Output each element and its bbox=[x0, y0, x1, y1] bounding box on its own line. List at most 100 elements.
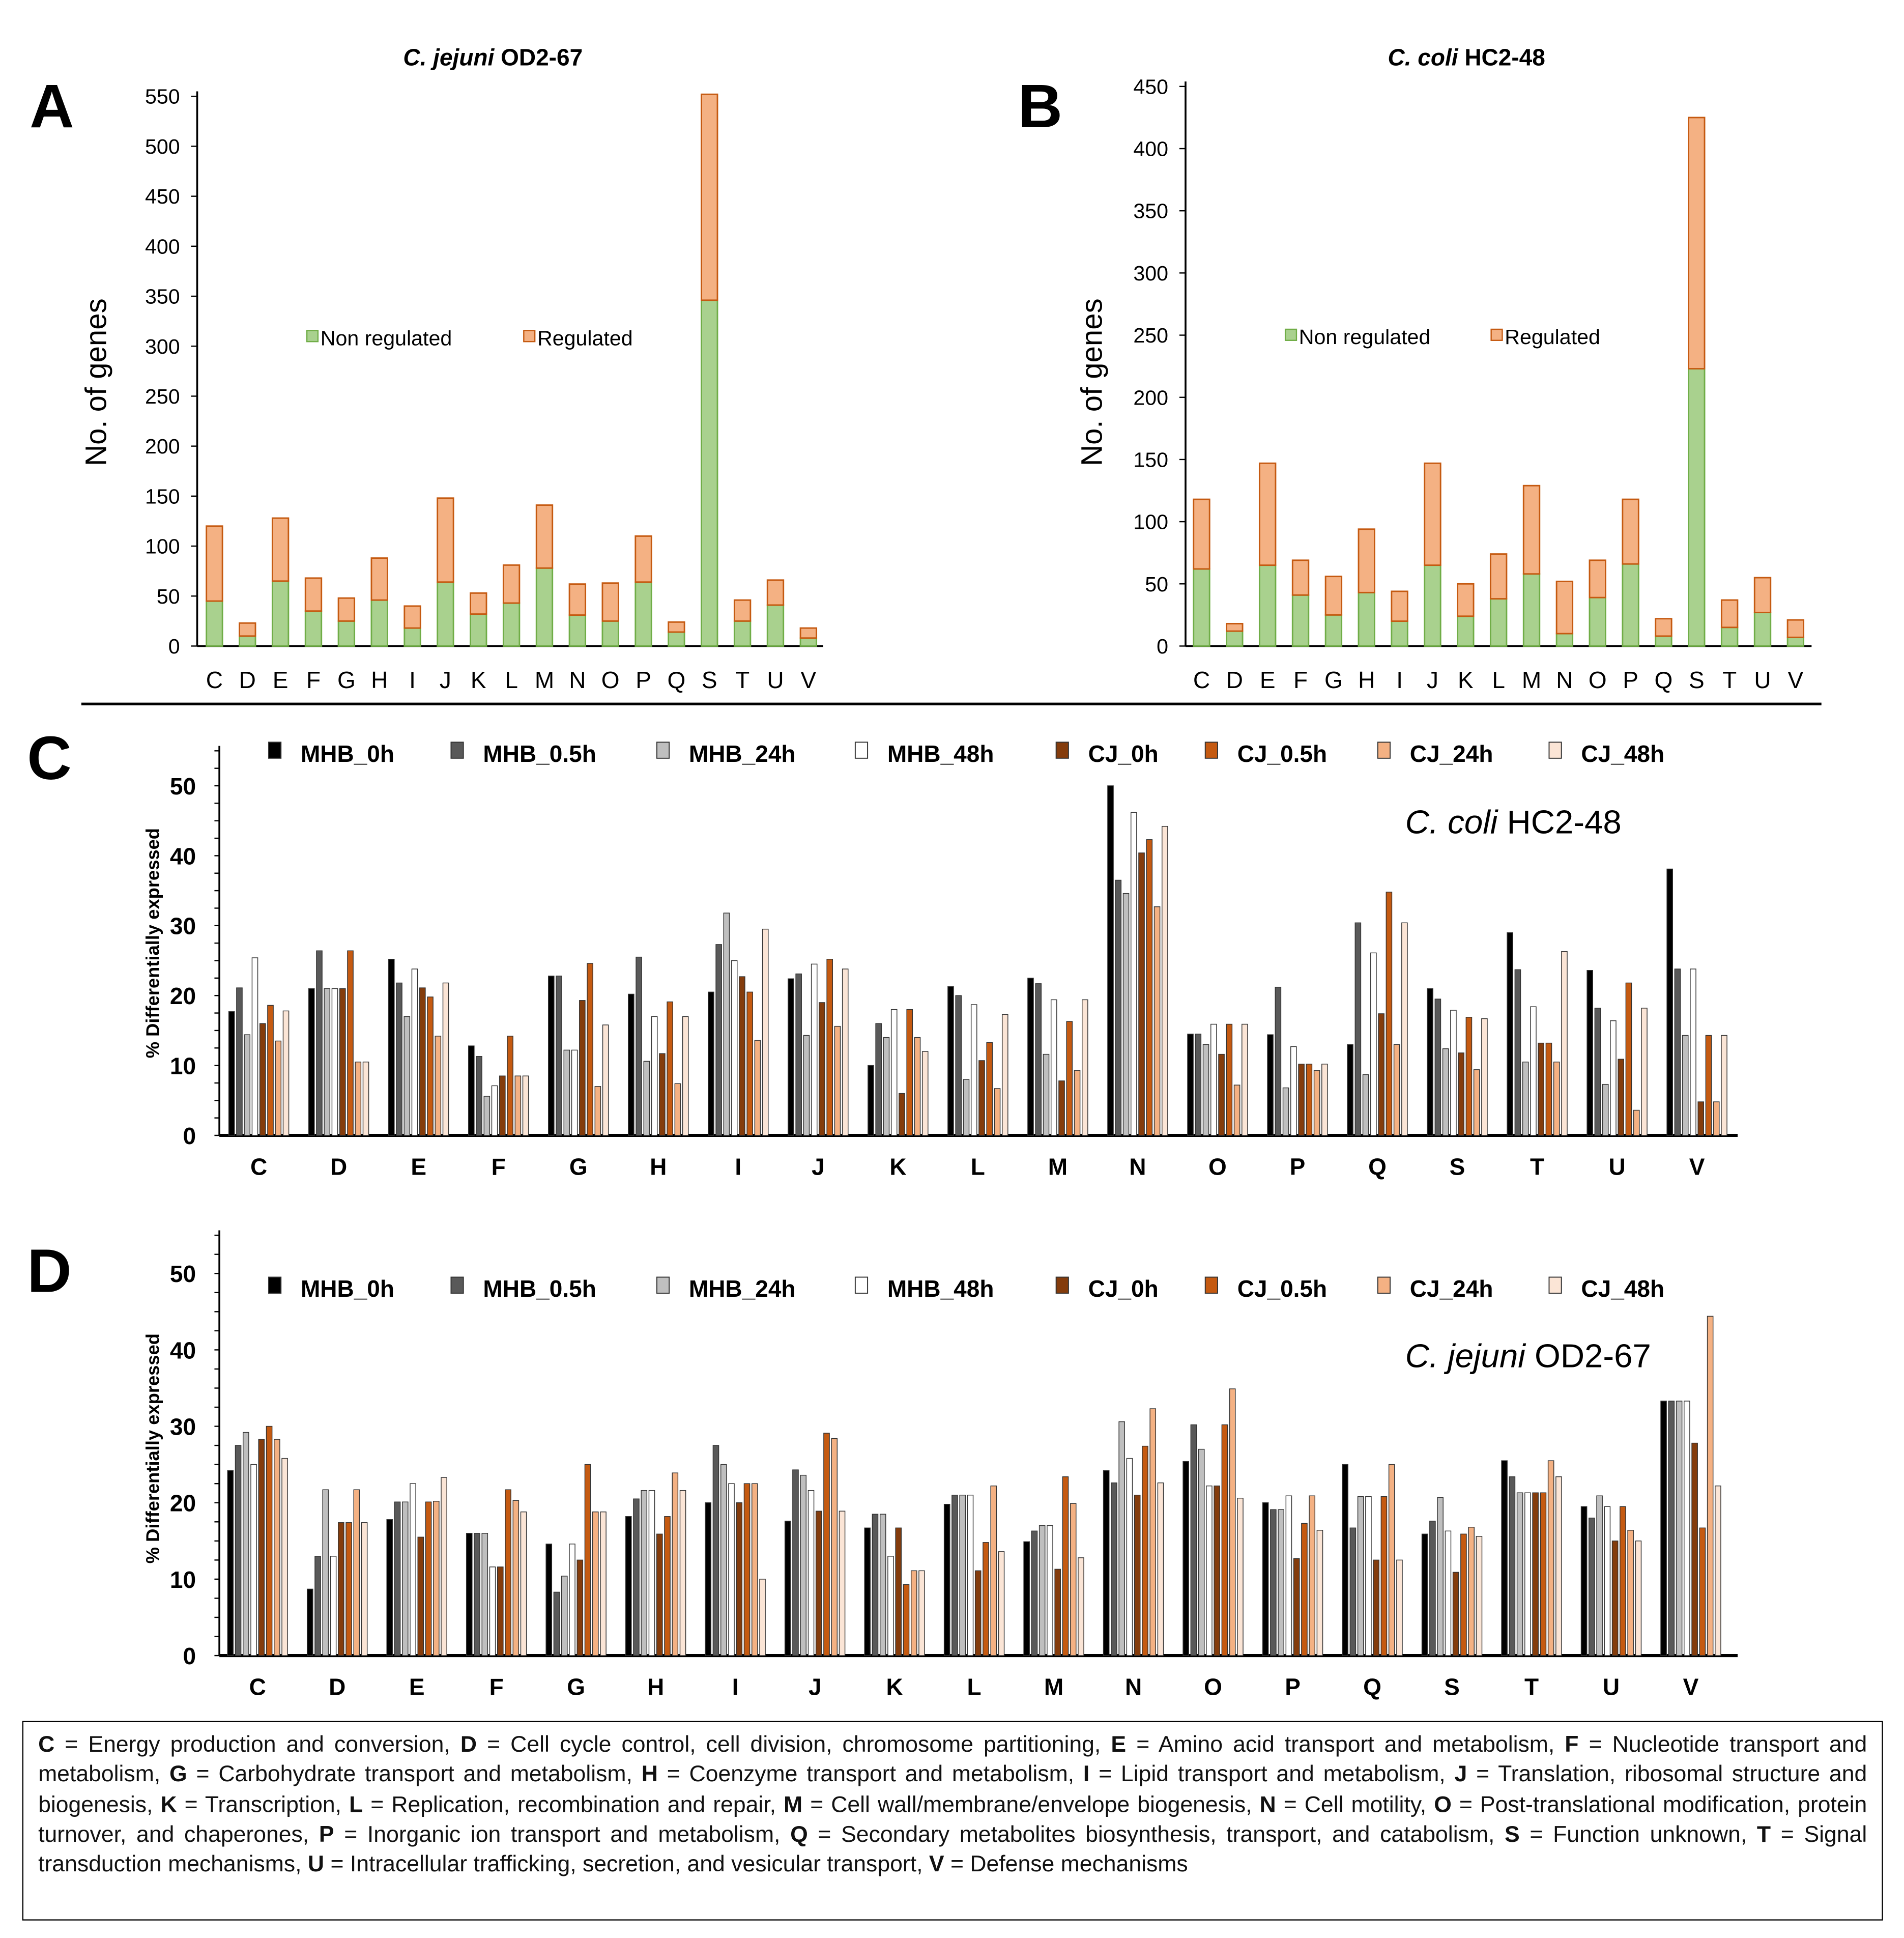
strain-species: C. coli bbox=[1405, 804, 1498, 841]
bar-mhb-0-5h-U bbox=[1594, 1008, 1601, 1136]
chart-panel-a: 0 50 100 150 200 250 300 350 400 450 500 550 C. jeju… bbox=[79, 44, 823, 693]
legend-swatch bbox=[1204, 742, 1218, 759]
bar-cj-0-5h-S bbox=[1465, 1017, 1473, 1136]
x-tick-label: Q bbox=[1368, 1153, 1387, 1180]
bar-mhb-0-5h-T bbox=[1514, 969, 1521, 1136]
legend-swatch bbox=[1548, 1276, 1562, 1294]
bar-cj-0h-U bbox=[1611, 1541, 1619, 1656]
bar-mhb-48h-P bbox=[1290, 1046, 1297, 1136]
bar-cj-0h-D bbox=[339, 988, 346, 1136]
bar-cj-0h-E bbox=[419, 987, 426, 1136]
bar-mhb-24h-S bbox=[1442, 1048, 1449, 1136]
bar-cj-48h-I bbox=[762, 928, 769, 1136]
category-code: S bbox=[1505, 1820, 1520, 1847]
bar-cj-0-5h-O bbox=[1226, 1023, 1233, 1136]
legend-label: MHB_0h bbox=[301, 1275, 394, 1302]
bar-mhb-0h-P bbox=[1267, 1034, 1274, 1136]
x-tick-label: L bbox=[967, 1674, 982, 1700]
bar-cj-0h-O bbox=[1214, 1485, 1220, 1656]
bar-cj-48h-G bbox=[602, 1024, 609, 1136]
bar-cj-0h-K bbox=[899, 1093, 905, 1136]
bar-non-regulated-Q bbox=[1655, 635, 1672, 647]
legend-label: Non regulated bbox=[321, 326, 452, 350]
bar-cj-48h-C bbox=[282, 1010, 290, 1136]
legend-label: CJ_48h bbox=[1581, 1275, 1664, 1302]
bar-regulated-G bbox=[1324, 576, 1343, 616]
bar-mhb-48h-C bbox=[250, 1464, 257, 1656]
bar-mhb-24h-I bbox=[720, 1464, 727, 1656]
bar-cj-24h-J bbox=[831, 1438, 838, 1656]
bar-mhb-24h-M bbox=[1038, 1525, 1046, 1656]
x-tick-label: F bbox=[306, 667, 321, 693]
bar-cj-48h-P bbox=[1316, 1530, 1323, 1656]
bar-cj-24h-V bbox=[1713, 1101, 1720, 1136]
legend-label: CJ_0h bbox=[1088, 740, 1159, 767]
bar-mhb-24h-P bbox=[1282, 1087, 1289, 1136]
bar-non-regulated-Q bbox=[668, 631, 685, 647]
bar-mhb-48h-Q bbox=[1365, 1496, 1372, 1656]
bar-mhb-0-5h-L bbox=[951, 1494, 958, 1656]
bar-mhb-48h-G bbox=[571, 1049, 578, 1136]
category-description: = Function unknown, bbox=[1519, 1820, 1757, 1847]
x-tick-label: N bbox=[569, 667, 586, 693]
bar-cj-24h-P bbox=[1313, 1070, 1320, 1136]
bar-cj-24h-Q bbox=[1393, 1044, 1400, 1136]
bar-mhb-48h-Q bbox=[1370, 952, 1377, 1136]
category-description: = Transcription, bbox=[177, 1790, 350, 1817]
bar-cj-0h-P bbox=[1298, 1064, 1305, 1136]
bar-mhb-24h-O bbox=[1198, 1448, 1205, 1656]
x-tick-label: U bbox=[1754, 667, 1771, 693]
x-tick-label: T bbox=[735, 667, 749, 693]
bar-mhb-48h-I bbox=[731, 960, 738, 1136]
bar-regulated-G bbox=[337, 597, 356, 622]
legend-label: Non regulated bbox=[1299, 325, 1431, 349]
x-tick-label: D bbox=[239, 667, 256, 693]
legend-label: CJ_48h bbox=[1581, 740, 1664, 767]
bar-cj-48h-G bbox=[600, 1512, 607, 1656]
bar-regulated-F bbox=[1291, 559, 1310, 596]
category-code: E bbox=[1111, 1730, 1127, 1757]
bar-mhb-0-5h-N bbox=[1115, 879, 1122, 1136]
bar-mhb-24h-Q bbox=[1357, 1496, 1364, 1656]
bar-mhb-48h-M bbox=[1047, 1525, 1053, 1656]
x-tick-label: Q bbox=[668, 667, 686, 693]
bar-mhb-24h-O bbox=[1202, 1044, 1209, 1136]
bar-regulated-N bbox=[1555, 580, 1574, 635]
x-tick-label: T bbox=[1722, 667, 1737, 693]
bar-mhb-0-5h-J bbox=[795, 973, 802, 1136]
bar-cj-48h-F bbox=[520, 1512, 527, 1656]
bar-mhb-0h-T bbox=[1507, 932, 1513, 1136]
x-tick-label: M bbox=[1044, 1674, 1063, 1700]
y-tick-label: 350 bbox=[145, 285, 180, 308]
bar-non-regulated-U bbox=[1753, 612, 1772, 647]
bar-cj-0-5h-F bbox=[505, 1489, 511, 1656]
x-tick-label: V bbox=[1689, 1153, 1705, 1180]
bar-mhb-48h-P bbox=[1285, 1495, 1292, 1656]
bar-cj-48h-M bbox=[1078, 1557, 1084, 1656]
bar-mhb-48h-F bbox=[489, 1566, 496, 1656]
y-tick-label: 0 bbox=[168, 635, 180, 658]
x-tick-label: C bbox=[250, 1153, 267, 1180]
legend-label: CJ_0.5h bbox=[1237, 740, 1327, 767]
bar-cj-24h-F bbox=[512, 1500, 520, 1656]
bar-cj-24h-K bbox=[910, 1570, 917, 1656]
bar-mhb-48h-G bbox=[569, 1544, 575, 1656]
bar-mhb-24h-E bbox=[403, 1016, 411, 1136]
bar-non-regulated-J bbox=[1424, 564, 1441, 647]
bar-cj-48h-K bbox=[918, 1570, 925, 1656]
bar-mhb-0h-I bbox=[708, 991, 714, 1136]
bar-mhb-48h-M bbox=[1050, 999, 1057, 1136]
bar-cj-48h-N bbox=[1162, 825, 1168, 1136]
bar-cj-0-5h-L bbox=[986, 1042, 993, 1136]
bar-mhb-24h-E bbox=[401, 1501, 409, 1656]
bar-cj-48h-L bbox=[1001, 1014, 1008, 1136]
x-tick-label: S bbox=[702, 667, 717, 693]
bar-mhb-0-5h-V bbox=[1668, 1401, 1675, 1656]
category-description: = Cell motility, bbox=[1276, 1790, 1434, 1817]
bar-non-regulated-V bbox=[799, 637, 818, 647]
panel-label-a: A bbox=[30, 71, 74, 140]
legend-label: MHB_0h bbox=[301, 740, 394, 767]
x-tick-label: P bbox=[636, 667, 651, 693]
legend-swatch bbox=[450, 1276, 464, 1294]
bar-mhb-0-5h-O bbox=[1195, 1034, 1202, 1136]
